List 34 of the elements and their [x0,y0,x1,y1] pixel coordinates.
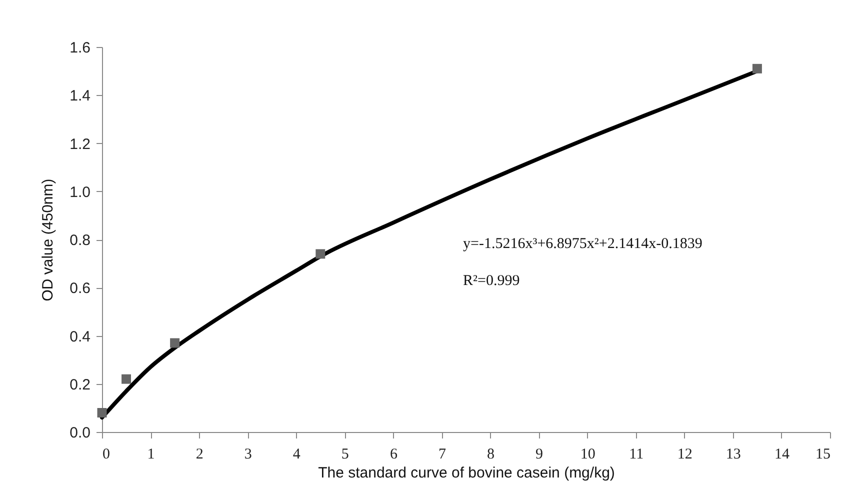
y-axis-title: OD value (450nm) [40,178,57,302]
x-tick-label: 8 [487,446,495,462]
point [122,374,132,384]
x-tick-label: 13 [726,446,741,462]
x-tick-label: 10 [580,446,596,462]
point [170,338,180,348]
y-tick-label: 0.8 [70,232,90,249]
x-tick-label: 1 [147,446,155,462]
x-tick-label: 11 [629,446,644,462]
x-tick-label: 14 [774,446,790,462]
y-tick-label: 0.2 [70,376,90,394]
x-tick-label: 2 [196,446,204,462]
x-tick-label: 5 [341,446,349,462]
x-tick-label: 9 [536,446,544,462]
annotation: y=-1.5216x³+6.8975x²+2.1414x-0.1839 [463,236,702,252]
y-tick-label: 0.0 [70,424,90,442]
x-tick-label: 12 [677,446,692,462]
point [752,64,762,74]
x-tick-label: 15 [816,446,830,462]
y-tick-label: 1.4 [70,88,90,105]
y-tick-label: 1.2 [70,136,90,153]
x-tick-label: 4 [292,446,301,462]
x-tick-label: 7 [438,446,446,462]
y-tick-label: 0.6 [70,280,90,298]
y-tick-label: 1.6 [70,40,90,56]
x-tick-label: 0 [102,446,110,462]
annotation: R²=0.999 [463,273,520,289]
y-tick-label: 1.0 [70,184,90,201]
point [316,249,326,259]
x-tick-label: 3 [244,446,252,462]
y-tick-label: 0.4 [70,328,90,346]
x-axis-title: The standard curve of bovine casein (mg/kg) [318,464,615,482]
x-tick-label: 6 [390,446,398,462]
point [97,408,107,418]
